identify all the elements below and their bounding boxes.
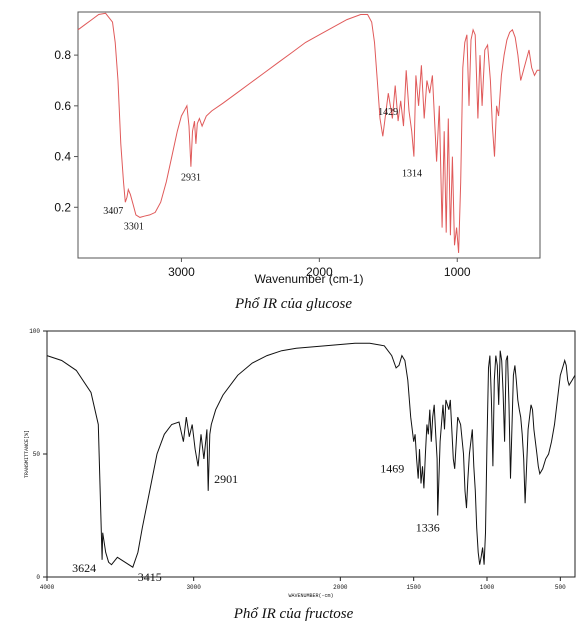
peak-label: 1314: [402, 169, 422, 180]
y-tick-label: 0: [36, 574, 40, 581]
fructose-spectrum-line: [46, 342, 576, 568]
x-tick-label: 2000: [306, 265, 333, 279]
glucose-x-axis-label: Wavenumber (cm-1): [255, 272, 364, 286]
x-tick-label: 4000: [40, 584, 55, 591]
fructose-y-axis: 0 50 100: [29, 328, 47, 581]
x-tick-label: 3000: [186, 584, 201, 591]
glucose-x-axis: 3000 2000 1000: [168, 258, 471, 279]
glucose-plot-frame: [77, 11, 541, 259]
fructose-ir-chart: 0 50 100 4000 3000 2000 1500 1000 500 3624 3415 2…: [24, 328, 576, 599]
peak-label: 2901: [214, 472, 238, 486]
x-tick-label: 1000: [480, 584, 495, 591]
peak-label: 3624: [72, 561, 96, 575]
fructose-x-axis-label: WAVENUMBER(-cm): [288, 593, 333, 599]
peak-label: 3301: [124, 221, 144, 232]
peak-label: 2931: [181, 173, 201, 184]
glucose-y-axis: 0.2 0.4 0.6 0.8: [54, 48, 78, 214]
x-tick-label: 1000: [444, 265, 471, 279]
peak-label: 1429: [378, 107, 398, 118]
y-tick-label: 0.4: [54, 150, 71, 164]
fructose-x-axis: 4000 3000 2000 1500 1000 500: [40, 577, 566, 591]
fructose-caption: Phổ IR của fructose: [233, 606, 354, 622]
fructose-plot-frame: [46, 330, 576, 578]
peak-label: 3407: [103, 206, 123, 217]
peak-label: 1336: [416, 521, 440, 535]
fructose-peak-labels: 3624 3415 2901 1469 1336: [72, 462, 440, 585]
y-tick-label: 0.2: [54, 200, 71, 214]
glucose-spectrum-line: [77, 12, 540, 253]
glucose-caption: Phổ IR của glucose: [234, 296, 353, 312]
x-tick-label: 3000: [168, 265, 195, 279]
x-tick-label: 500: [555, 584, 566, 591]
fructose-y-axis-label: TRANSMITTANCE[%]: [24, 430, 30, 478]
x-tick-label: 1500: [406, 584, 421, 591]
y-tick-label: 0.6: [54, 99, 71, 113]
peak-label: 1469: [380, 462, 404, 476]
x-tick-label: 2000: [333, 584, 348, 591]
y-tick-label: 0.8: [54, 48, 71, 62]
y-tick-label: 100: [29, 328, 40, 335]
peak-label: 3415: [138, 570, 162, 584]
y-tick-label: 50: [33, 451, 41, 458]
